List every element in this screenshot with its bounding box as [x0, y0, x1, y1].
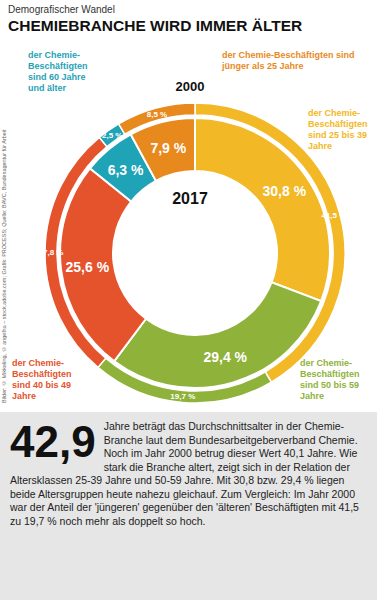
svg-text:29,4 %: 29,4 %	[203, 349, 247, 365]
html-text:der Chemie-Beschäftigten sind: der Chemie-Beschäftigten sind 40 bis 49 …	[12, 358, 72, 401]
html-text:42,9: 42,9	[10, 417, 96, 466]
html-text:2017: 2017	[172, 190, 208, 207]
html-text:Bilder: © Mikkeling, © angelha: Bilder: © Mikkeling, © angelha – stock.a…	[1, 129, 7, 403]
html-text:der Chemie-Beschäftigten sind: der Chemie-Beschäftigten sind jünger als…	[222, 50, 355, 71]
svg-text:8,5 %: 8,5 %	[147, 110, 167, 119]
svg-text:19,7 %: 19,7 %	[170, 392, 195, 401]
svg-text:30,8 %: 30,8 %	[263, 183, 307, 199]
html-text:der Chemie-Beschäftigten sind: der Chemie-Beschäftigten sind 25 bis 39 …	[308, 108, 368, 151]
svg-text:25,6 %: 25,6 %	[66, 259, 110, 275]
html-text:Demografischer Wandel: Demografischer Wandel	[8, 4, 115, 15]
svg-text:2,5 %: 2,5 %	[102, 131, 122, 140]
svg-text:27,8 %: 27,8 %	[39, 248, 64, 257]
svg-text:7,9 %: 7,9 %	[150, 140, 186, 156]
html-text:Jahre beträgt das Durchschnitt: Jahre beträgt das Durchschnittsalter in …	[10, 420, 359, 527]
html-text:2000: 2000	[175, 79, 205, 94]
svg-text:41,5 %: 41,5 %	[321, 211, 346, 220]
html-text:CHEMIEBRANCHE WIRD IMMER ÄLTER: CHEMIEBRANCHE WIRD IMMER ÄLTER	[8, 17, 303, 34]
html-text:der Chemie-Beschäftigten sind: der Chemie-Beschäftigten sind 60 Jahre u…	[28, 50, 88, 93]
svg-text:6,3 %: 6,3 %	[108, 162, 144, 178]
html-text:der Chemie-Beschäftigten sind: der Chemie-Beschäftigten sind 50 bis 59 …	[300, 358, 360, 401]
